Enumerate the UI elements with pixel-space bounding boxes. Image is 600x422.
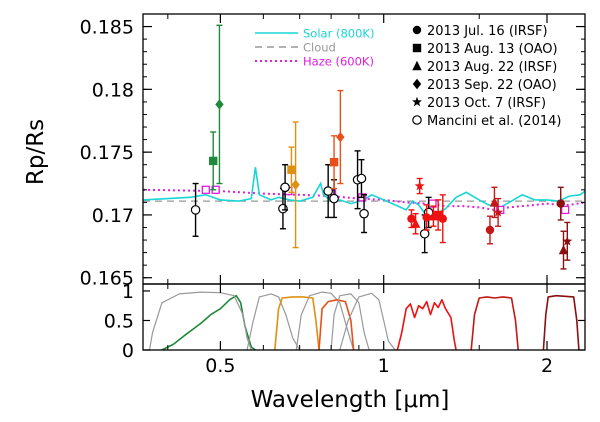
lower-plot-frame (142, 283, 586, 351)
legend-marker-triangle (412, 60, 422, 71)
solar-model-line (143, 167, 585, 218)
x-tick-label: 0.5 (205, 355, 235, 377)
upper-panel (143, 24, 585, 270)
x-tick-label: 1 (378, 355, 390, 377)
haze-model-line (143, 188, 585, 211)
y-tick-label: 0.17 (92, 205, 134, 227)
filter-transmission-curve (148, 291, 252, 350)
observed-point-square (433, 210, 443, 220)
observed-point-triangle (558, 244, 569, 255)
mancini-point (329, 193, 339, 204)
observed-point-diamond (291, 179, 300, 190)
filter-transmission-curve (274, 296, 320, 350)
mancini-point (278, 203, 288, 214)
observed-point-circle (485, 225, 495, 235)
legend-observation-label: 2013 Aug. 13 (OAO) (427, 42, 558, 57)
transmission-y-tick-label: 1 (122, 281, 134, 303)
legend-observation-label: Mancini et al. (2014) (427, 114, 561, 129)
mancini-point (419, 228, 430, 239)
observed-point-circle (407, 214, 416, 223)
y-tick-label: 0.185 (80, 17, 134, 39)
legend-observation-label: 2013 Jul. 16 (IRSF) (427, 24, 548, 39)
legend-observation-label: 2013 Oct. 7 (IRSF) (427, 96, 546, 111)
legend-marker-diamond (412, 78, 422, 90)
legend-marker-square (412, 43, 422, 53)
observed-point-diamond (215, 99, 224, 110)
y-tick-label: 0.18 (92, 79, 134, 101)
y-tick-label: 0.175 (80, 142, 134, 164)
mancini-point (190, 205, 201, 215)
observed-point-square (329, 157, 339, 167)
legend-marker-circle (412, 25, 422, 35)
filter-transmission-curve (318, 299, 355, 350)
legend-model-label: Haze (600K) (303, 55, 374, 69)
axes: 0.165 0.17 0.175 0.18 0.185 0 0.5 1 0.5 1 2 (80, 13, 586, 377)
legend-marker-open-circle (412, 115, 422, 125)
filter-transmission-curve (330, 293, 370, 350)
legend-observation-label: 2013 Sep. 22 (OAO) (427, 78, 557, 93)
legend-model-label: Solar (800K) (303, 27, 374, 41)
observed-point-star (414, 180, 425, 191)
legend-observation-label: 2013 Aug. 22 (IRSF) (427, 60, 557, 75)
x-tick-label: 2 (541, 355, 553, 377)
mancini-point (323, 186, 333, 196)
legend-model-label: Cloud (303, 41, 336, 55)
filter-transmission-curve (339, 292, 396, 350)
mancini-point (280, 182, 290, 193)
filter-transmission-panel (148, 291, 580, 350)
observed-point-square (287, 165, 296, 174)
filter-transmission-curve (246, 293, 301, 350)
mancini-point (356, 173, 367, 184)
observed-point-triangle (489, 197, 500, 207)
filter-transmission-curve (542, 294, 580, 350)
haze-binned-point (560, 205, 570, 215)
mancini-point (359, 208, 369, 219)
filter-curves (148, 291, 580, 350)
observed-point-square (209, 156, 218, 166)
filter-transmission-curve (470, 296, 519, 350)
y-tick-label: 0.165 (80, 268, 134, 290)
observed-points (209, 24, 573, 270)
observed-point-star (493, 207, 503, 217)
legend-marker-star (412, 96, 422, 107)
observed-point-circle (556, 199, 565, 208)
transmission-y-tick-label: 0 (122, 340, 134, 362)
observed-point-diamond (336, 131, 345, 143)
observed-point-circle (422, 213, 431, 222)
haze-binned-point (201, 185, 210, 194)
observed-point-star (562, 236, 573, 246)
y-axis-label: Rp/Rs (23, 119, 49, 185)
observed-point-circle (438, 214, 447, 223)
observed-point-triangle (410, 218, 421, 228)
filter-transmission-curve (396, 299, 457, 350)
x-axis-label: Wavelength [μm] (251, 387, 450, 413)
transmission-y-tick-label: 0.5 (104, 310, 134, 332)
